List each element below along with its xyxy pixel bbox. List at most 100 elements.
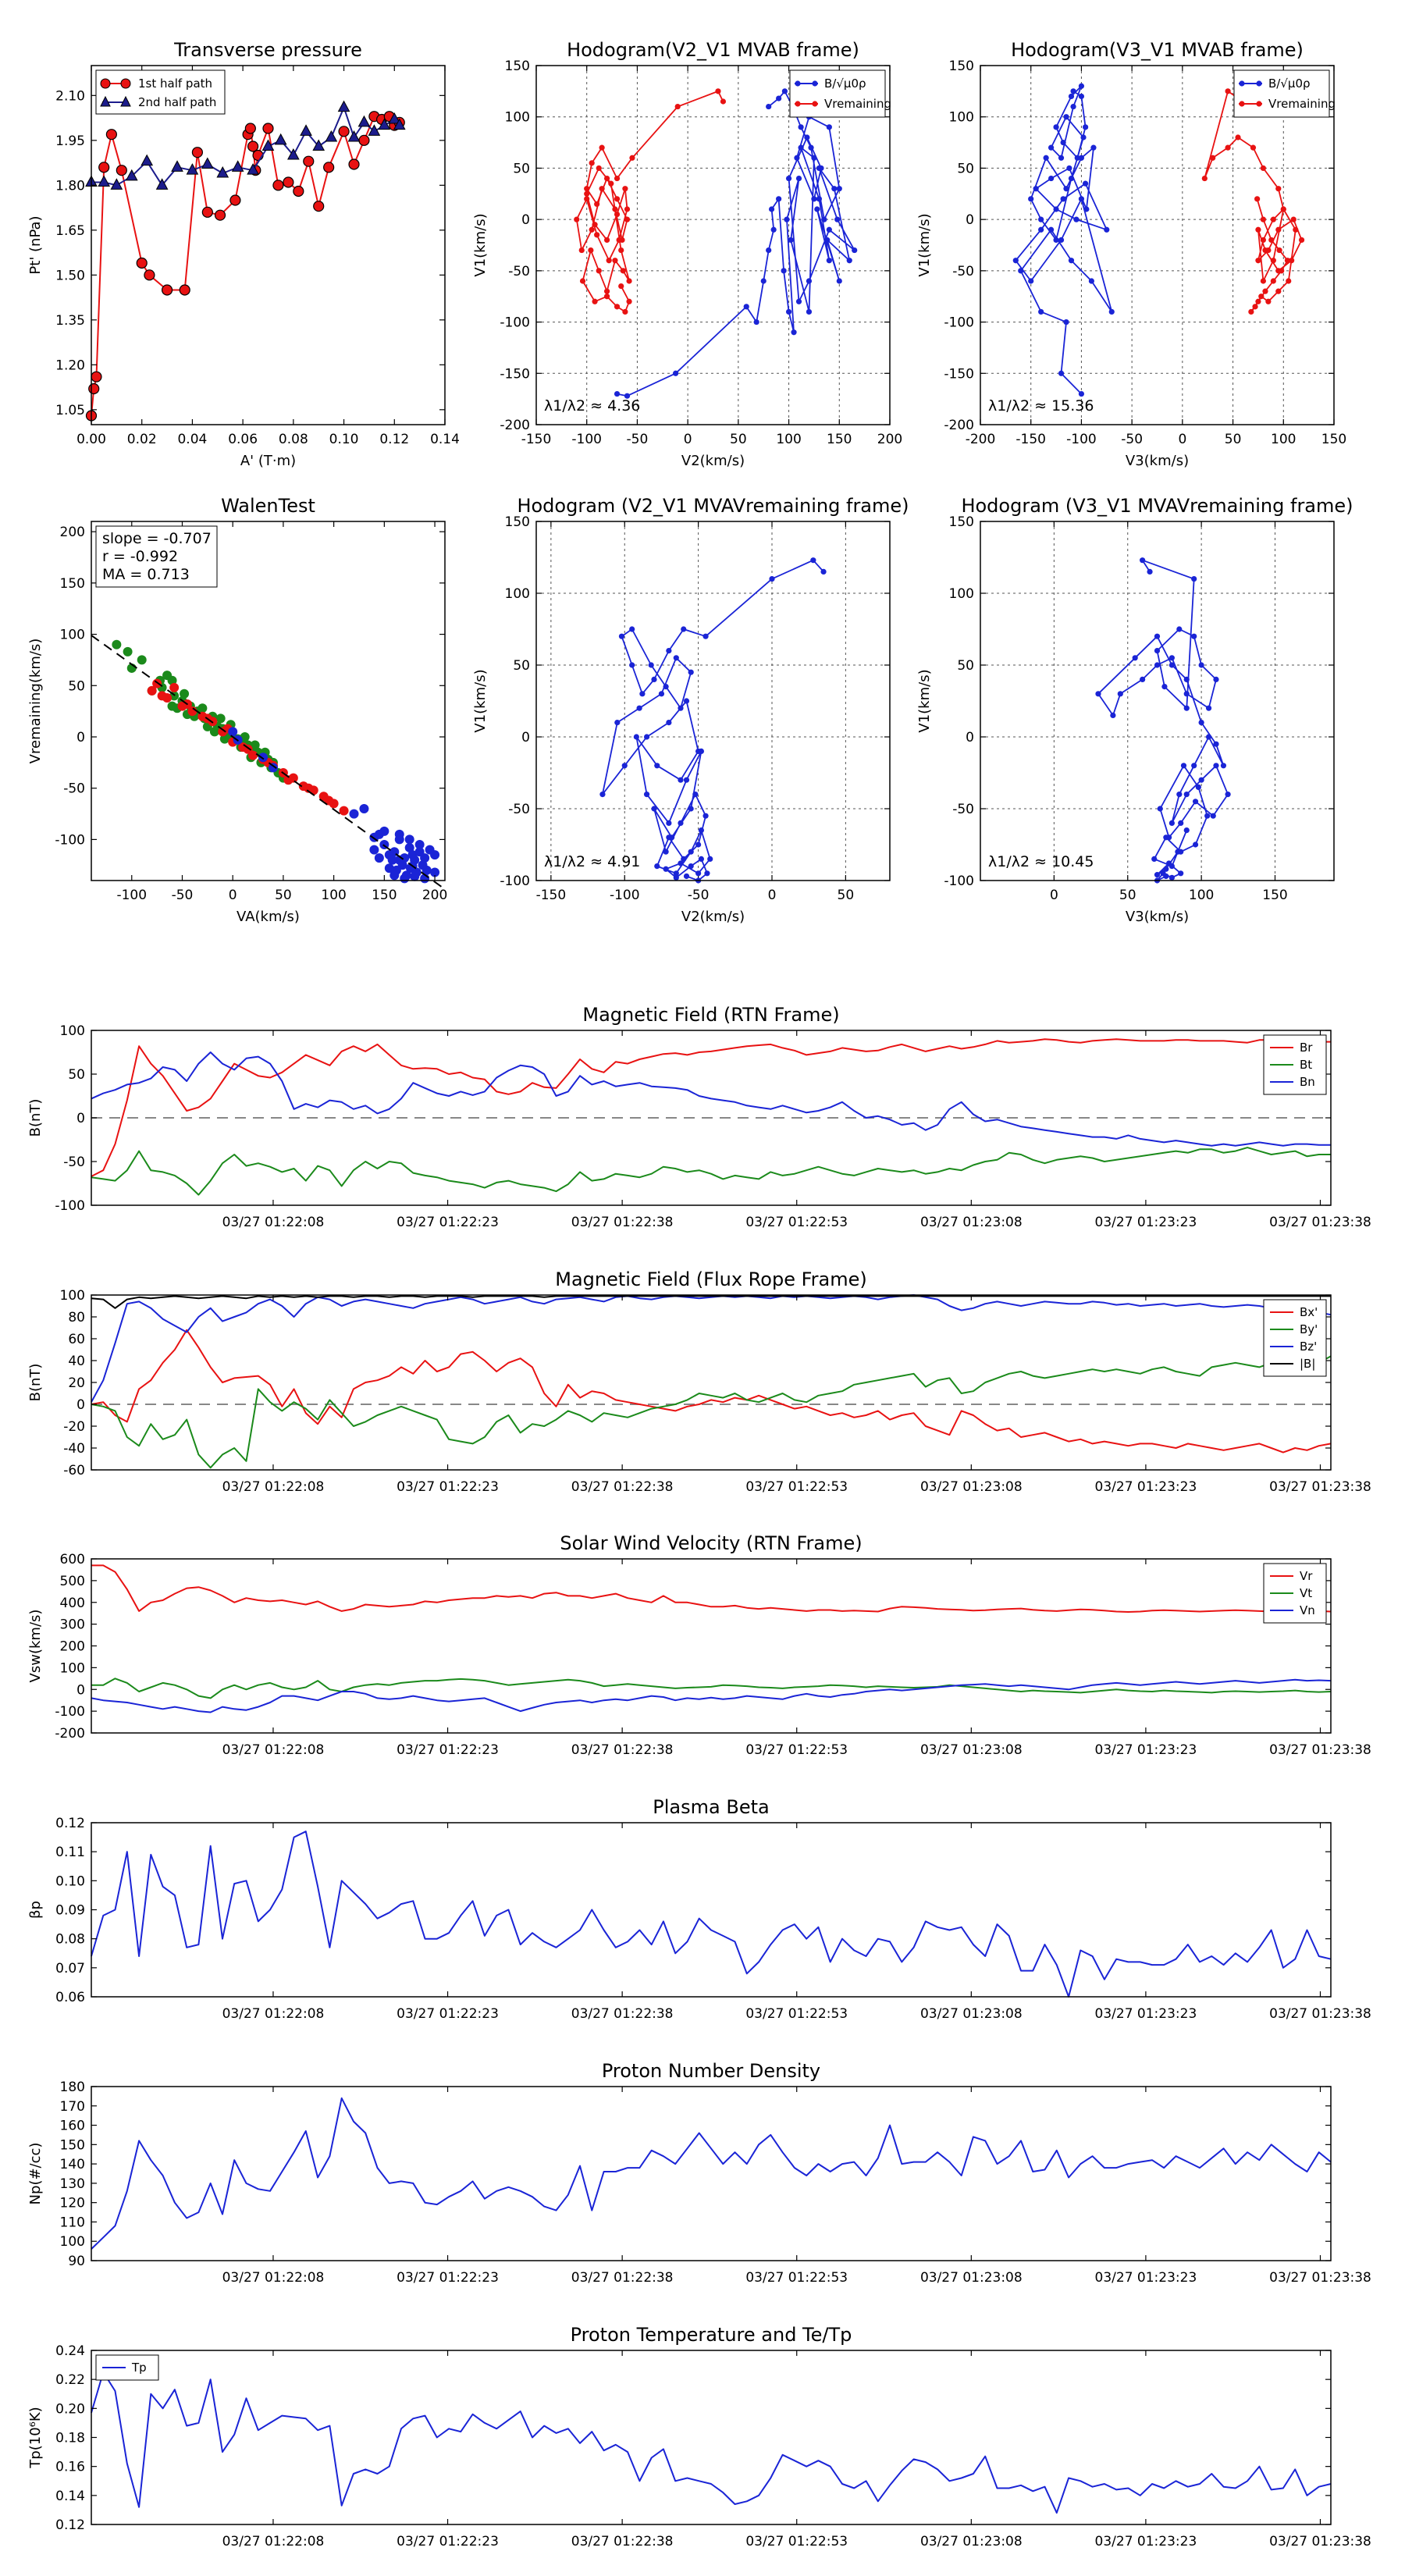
h3-point [666, 648, 672, 654]
h2-point [1070, 103, 1076, 110]
h4-point [1166, 860, 1172, 866]
h3-point [666, 834, 672, 841]
h1-xtick-label: 200 [877, 432, 902, 447]
h4-ytick-label: 100 [949, 586, 974, 602]
h2-point [1078, 390, 1085, 397]
h4-ytick-label: -100 [944, 873, 974, 889]
bfield_fr-ytick-label: 80 [68, 1310, 85, 1325]
h1-point [768, 206, 775, 212]
h3-point [629, 662, 635, 668]
tp-point [216, 165, 229, 178]
h1-point [624, 216, 631, 222]
h4-point [1213, 763, 1219, 769]
np-series-Np [91, 2097, 1332, 2250]
h4-point [1183, 792, 1190, 798]
tp-point [300, 124, 312, 136]
tp-ytick-label: 1.80 [55, 178, 85, 194]
bfield_rtn-title: Magnetic Field (RTN Frame) [582, 1004, 839, 1026]
beta-series-βp [91, 1831, 1332, 1998]
h1-point [821, 216, 827, 222]
h1-point [674, 103, 681, 110]
h1-legend-label: B/√μ0ρ [824, 76, 866, 91]
np-ytick-label: 180 [60, 2080, 85, 2095]
beta-xtick-label: 03/27 01:23:23 [1095, 2006, 1197, 2022]
h1-xtick-label: 0 [684, 432, 692, 447]
h1-point [618, 283, 624, 290]
tp-xtick-label: 0.14 [430, 432, 460, 447]
bfield_fr-ytick-label: -40 [63, 1441, 85, 1457]
tp-legend-marker [100, 78, 111, 89]
h1-point [596, 268, 602, 274]
h4-point [1176, 792, 1183, 798]
tp-point [155, 178, 169, 190]
tp-point [125, 169, 138, 181]
h1-point [831, 186, 838, 192]
h1-point [626, 298, 632, 304]
h1-point [596, 165, 602, 172]
chart-bfield_rtn: Magnetic Field (RTN Frame) -100 -50 0 50 100 0… [27, 1004, 1371, 1230]
h1-point [760, 278, 767, 284]
np-xtick-label: 03/27 01:23:08 [920, 2270, 1023, 2286]
tp-ylabel: Pt' (nPa) [27, 215, 44, 274]
beta-title: Plasma Beta [653, 1796, 769, 1818]
walen-fit-line [91, 635, 446, 890]
h2-point [1068, 175, 1075, 182]
np-xtick-label: 03/27 01:22:53 [745, 2270, 848, 2286]
h3-point [654, 863, 660, 870]
h1-point [806, 278, 813, 284]
h2-point [1070, 88, 1076, 94]
h4-point [1183, 705, 1190, 711]
np-ytick-label: 120 [60, 2196, 85, 2211]
tp-point [201, 206, 213, 218]
h1-point [808, 144, 814, 151]
h2-point [1293, 226, 1299, 233]
h2-point [1073, 216, 1080, 222]
tp-point [378, 118, 391, 130]
h2-point [1258, 294, 1264, 300]
h3-point [678, 777, 684, 783]
h2-ytick-label: -50 [952, 264, 974, 279]
h2-ylabel: V1(km/s) [916, 213, 933, 276]
h1-point [620, 268, 626, 274]
vsw-ytick-label: 300 [60, 1617, 85, 1633]
tp_temp-xtick-label: 03/27 01:22:53 [745, 2534, 848, 2549]
tp-point [247, 141, 259, 152]
h4-point [1220, 763, 1227, 769]
tp-point [247, 163, 259, 175]
h2-point [1262, 288, 1268, 294]
tp-legend-label: 1st half path [138, 76, 212, 91]
vsw-title: Solar Wind Velocity (RTN Frame) [560, 1532, 862, 1554]
tp_temp-ytick-label: 0.14 [55, 2489, 85, 2504]
h1-legend-marker [795, 101, 801, 107]
bfield_fr-legend-label: |B| [1300, 1357, 1315, 1371]
walen-point [180, 688, 190, 699]
h3-point [666, 820, 672, 826]
tp_temp-xtick-label: 03/27 01:22:38 [571, 2534, 674, 2549]
h2-point [1078, 155, 1085, 161]
h2-point [1260, 165, 1266, 172]
h3-ytick-label: 0 [521, 730, 530, 745]
walen-xtick-label: 0 [229, 888, 237, 903]
h3-point [698, 827, 705, 834]
bfield_rtn-xtick-label: 03/27 01:22:08 [222, 1215, 325, 1230]
np-frame [91, 2086, 1332, 2261]
h4-frame [980, 521, 1335, 881]
h4-point [1154, 633, 1161, 639]
tp-point [214, 209, 226, 221]
h3-point [681, 856, 687, 862]
h3-point [621, 763, 628, 769]
beta-xtick-label: 03/27 01:22:08 [222, 2006, 325, 2022]
h2-point [1108, 308, 1115, 315]
vsw-series-Vn [91, 1678, 1332, 1713]
h4-point [1192, 841, 1199, 848]
h1-point [788, 237, 794, 244]
h2-point [1260, 237, 1266, 244]
bfield_rtn-legend-label: Bt [1300, 1058, 1312, 1072]
h4-xtick-label: 0 [1050, 888, 1058, 903]
h1-point [720, 98, 727, 105]
h2-legend-label: Vremaining [1268, 97, 1336, 111]
tp-ytick-label: 1.35 [55, 313, 85, 329]
h1-point [606, 258, 612, 264]
h4-point [1168, 820, 1175, 826]
h4-point [1140, 557, 1146, 564]
